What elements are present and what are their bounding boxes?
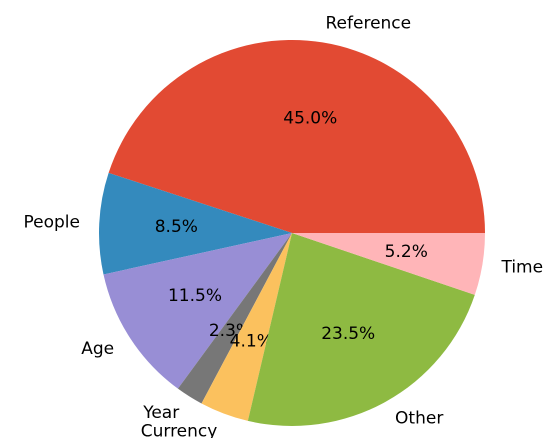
value-label: 5.2% bbox=[385, 242, 428, 262]
slice-label: Time bbox=[500, 257, 543, 277]
slice-label: Other bbox=[395, 409, 443, 429]
value-label: 23.5% bbox=[321, 324, 375, 344]
value-label: 45.0% bbox=[283, 109, 337, 129]
pie-slice bbox=[177, 233, 292, 404]
pie-slice bbox=[103, 233, 292, 389]
pie-slice bbox=[98, 172, 292, 275]
value-label: 8.5% bbox=[155, 217, 198, 237]
slice-label: Year bbox=[142, 403, 179, 423]
slice-label: Age bbox=[81, 339, 114, 359]
pie-slice bbox=[247, 233, 475, 427]
value-label: 11.5% bbox=[168, 286, 222, 306]
pie-slice bbox=[292, 233, 485, 295]
slice-label: Currency bbox=[141, 422, 218, 438]
slice-label: Reference bbox=[326, 13, 412, 33]
slice-label: People bbox=[23, 212, 79, 232]
value-label: 4.1% bbox=[230, 331, 273, 351]
pie-slice bbox=[108, 40, 485, 233]
pie-slice bbox=[201, 233, 292, 421]
